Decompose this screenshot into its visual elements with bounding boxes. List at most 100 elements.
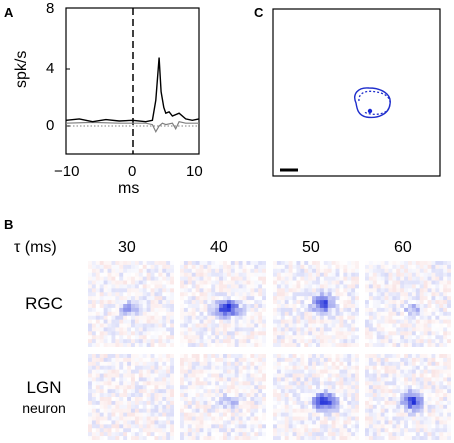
sta-pixel: [376, 311, 381, 317]
sta-pixel: [238, 369, 243, 374]
sta-pixel: [207, 288, 212, 293]
sta-pixel: [380, 420, 385, 425]
sta-pixel: [138, 412, 144, 417]
sta-pixel: [415, 292, 421, 297]
sta-pixel: [435, 296, 440, 301]
sta-pixel: [246, 300, 251, 305]
sta-pixel: [246, 335, 251, 340]
sta-pixel: [250, 436, 255, 440]
sta-pixel: [419, 311, 424, 317]
sta-pixel: [327, 319, 332, 324]
sta-pixel: [347, 319, 352, 324]
sta-pixel: [158, 432, 163, 437]
sta-pixel: [203, 424, 208, 429]
sta-pixel: [134, 319, 140, 324]
sta-pixel: [439, 428, 444, 433]
sta-pixel: [280, 354, 286, 359]
sta-pixel: [435, 304, 440, 309]
sta-pixel: [238, 268, 243, 274]
sta-pixel: [146, 428, 151, 433]
sta-pixel: [199, 343, 204, 347]
sta-pixel: [296, 280, 301, 285]
sta-pixel: [319, 335, 325, 340]
sta-pixel: [142, 400, 147, 406]
sta-pixel: [415, 335, 421, 340]
sta-pixel: [211, 400, 216, 406]
sta-pixel: [195, 300, 200, 305]
sta-pixel: [107, 381, 112, 386]
sta-pixel: [368, 361, 374, 367]
sta-pixel: [331, 385, 336, 390]
sta-pixel: [427, 331, 432, 336]
sta-pixel: [292, 300, 297, 305]
sta-pixel: [347, 436, 352, 440]
sta-pixel: [404, 292, 409, 297]
sta-pixel: [300, 319, 305, 324]
sta-pixel: [392, 327, 397, 332]
sta-pixel: [187, 424, 193, 429]
sta-pixel: [368, 339, 374, 344]
sta-pixel: [312, 416, 317, 421]
sta-pixel: [316, 357, 321, 363]
sta-pixel: [142, 354, 147, 359]
sta-pixel: [211, 365, 216, 370]
sta-pixel: [158, 357, 163, 363]
sta-pixel: [138, 389, 144, 394]
sta-pixel: [415, 424, 421, 429]
sta-pixel: [396, 436, 401, 440]
sta-pixel: [443, 288, 448, 293]
sta-pixel: [400, 300, 405, 305]
sta-pixel: [427, 276, 432, 281]
sta-pixel: [203, 343, 208, 347]
sta-pixel: [258, 381, 263, 386]
sta-pixel: [368, 408, 374, 413]
sta-pixel: [316, 432, 321, 437]
sta-pixel: [111, 373, 116, 378]
sta-pixel: [187, 385, 193, 390]
sta-pixel: [372, 327, 378, 332]
sta-pixel: [119, 264, 124, 270]
sta-pixel: [300, 361, 305, 367]
sta-pixel: [254, 288, 259, 293]
sta-pixel: [242, 327, 247, 332]
sta-pixel: [207, 436, 212, 440]
sta-pixel: [335, 389, 340, 394]
sta-pixel: [191, 436, 196, 440]
sta-pixel: [150, 300, 155, 305]
sta-pixel: [376, 276, 381, 281]
sta-pixel: [296, 436, 301, 440]
sta-pixel: [327, 404, 332, 410]
sta-pixel: [411, 300, 417, 305]
sta-pixel: [327, 416, 332, 421]
sta-pixel: [226, 361, 232, 367]
sta-pixel: [273, 408, 278, 413]
sta-pixel: [392, 432, 397, 437]
sta-pixel: [162, 261, 167, 266]
sta-pixel: [183, 393, 189, 398]
sta-pixel: [107, 373, 112, 378]
sta-pixel: [347, 264, 352, 270]
sta-pixel: [158, 389, 163, 394]
sta-pixel: [219, 331, 224, 336]
sta-pixel: [288, 323, 293, 328]
sta-pixel: [276, 354, 282, 359]
sta-pixel: [392, 393, 397, 398]
sta-pixel: [146, 292, 151, 297]
sta-pixel: [230, 424, 236, 429]
sta-pixel: [183, 436, 189, 440]
sta-pixel: [365, 261, 370, 266]
sta-pixel: [380, 331, 385, 336]
sta-pixel: [183, 276, 189, 281]
sta-pixel: [339, 404, 344, 410]
sta-pixel: [154, 261, 159, 266]
sta-pixel: [230, 428, 236, 433]
sta-pixel: [343, 335, 348, 340]
sta-pixel: [187, 357, 193, 363]
sta-pixel: [435, 307, 440, 313]
sta-pixel: [312, 327, 317, 332]
sta-pixel: [183, 381, 189, 386]
sta-pixel: [372, 381, 378, 386]
sta-pixel: [242, 272, 247, 277]
sta-pixel: [207, 272, 212, 277]
sta-pixel: [250, 428, 255, 433]
